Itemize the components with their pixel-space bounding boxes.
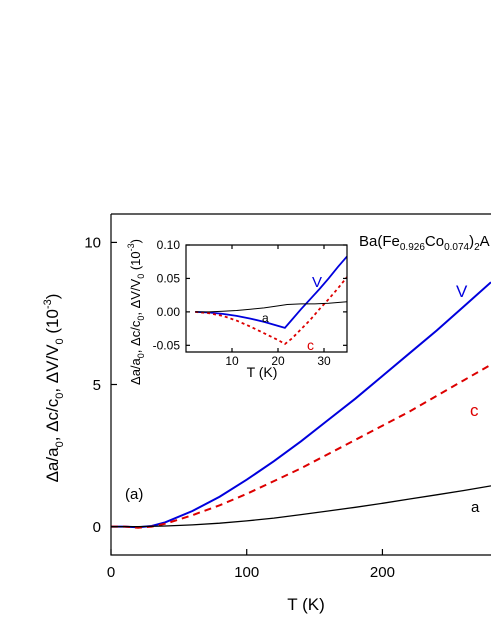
inset-x-tick-label: 20: [271, 354, 285, 368]
inset-plot: 10 20 30 0.10 0.05 0.00 -0.05 Vc a: [153, 238, 348, 368]
inset-series-label-a: a: [262, 311, 269, 325]
inset-ylabel-p4: (10: [128, 251, 143, 273]
inset-ylabel-s1: 0: [136, 353, 146, 358]
inset-series-label-V: V: [312, 274, 322, 291]
title-mid: Co: [425, 233, 444, 250]
inset-ylabel-p5: ): [128, 239, 143, 243]
inset-y-axis-label: Δa/a0, Δc/c0, ΔV/V0 (10-3): [126, 239, 146, 385]
inset-axes-frame: [185, 244, 348, 353]
inset-y-tick-label: 0.05: [157, 272, 181, 286]
main-series-label-V: V: [456, 282, 468, 301]
inset-ylabel-sup: -3: [126, 243, 136, 251]
inset-x-tick-label: 10: [225, 354, 239, 368]
title-sub3: 2: [474, 242, 480, 253]
inset-series-line-V: [195, 255, 347, 329]
main-axes-frame: [110, 213, 491, 556]
inset-ylabel-s3: 0: [136, 274, 146, 279]
main-series-line-a: [111, 485, 491, 528]
ylabel-s1: 0: [54, 441, 66, 447]
title-tail: A: [480, 233, 490, 250]
panel-label: (a): [125, 486, 143, 503]
ylabel-p2: , Δc/c: [43, 398, 62, 441]
main-x-tick-label: 100: [234, 564, 259, 581]
main-y-tick-label: 0: [93, 519, 101, 536]
ylabel-p5: ): [43, 294, 62, 300]
ylabel-sup: -3: [42, 299, 54, 309]
title-close: ): [469, 233, 474, 250]
inset-x-axis-label: T (K): [247, 364, 278, 380]
ylabel-s3: 0: [54, 338, 66, 344]
ylabel-s2: 0: [54, 393, 66, 399]
main-y-tick-label: 10: [84, 235, 101, 252]
inset-ylabel-p2: , Δc/c: [128, 320, 143, 353]
main-x-tick-label: 0: [107, 564, 115, 581]
inset-series-line-c: [195, 276, 347, 346]
main-y-tick-label: 5: [93, 377, 101, 394]
ylabel-p1: Δa/a: [43, 447, 62, 483]
inset-y-tick-label: 0.10: [157, 238, 181, 252]
main-series-label-a: a: [471, 499, 480, 516]
main-x-tick-label: 200: [370, 564, 395, 581]
main-series-line-c: [111, 363, 491, 529]
title-base: Ba(Fe: [359, 233, 400, 250]
ylabel-p4: (10: [43, 309, 62, 338]
inset-ylabel-p3: , ΔV/V: [128, 278, 143, 315]
ylabel-p3: , ΔV/V: [43, 344, 62, 393]
inset-ylabel-p1: Δa/a: [128, 357, 143, 385]
x-axis-label: T (K): [287, 595, 324, 614]
inset-y-tick-label: 0.00: [157, 305, 181, 319]
inset-y-tick-label: -0.05: [153, 339, 181, 353]
y-axis-label: Δa/a0, Δc/c0, ΔV/V0 (10-3): [42, 294, 66, 483]
inset-series-label-c: c: [307, 337, 314, 353]
title-sub1: 0.926: [400, 242, 425, 253]
title-sub2: 0.074: [444, 242, 469, 253]
main-series-label-c: c: [470, 401, 479, 420]
chart-title: Ba(Fe0.926Co0.074)2A: [359, 233, 490, 253]
inset-series-line-a: [195, 301, 347, 313]
inset-x-tick-label: 30: [317, 354, 331, 368]
inset-ylabel-s2: 0: [136, 316, 146, 321]
